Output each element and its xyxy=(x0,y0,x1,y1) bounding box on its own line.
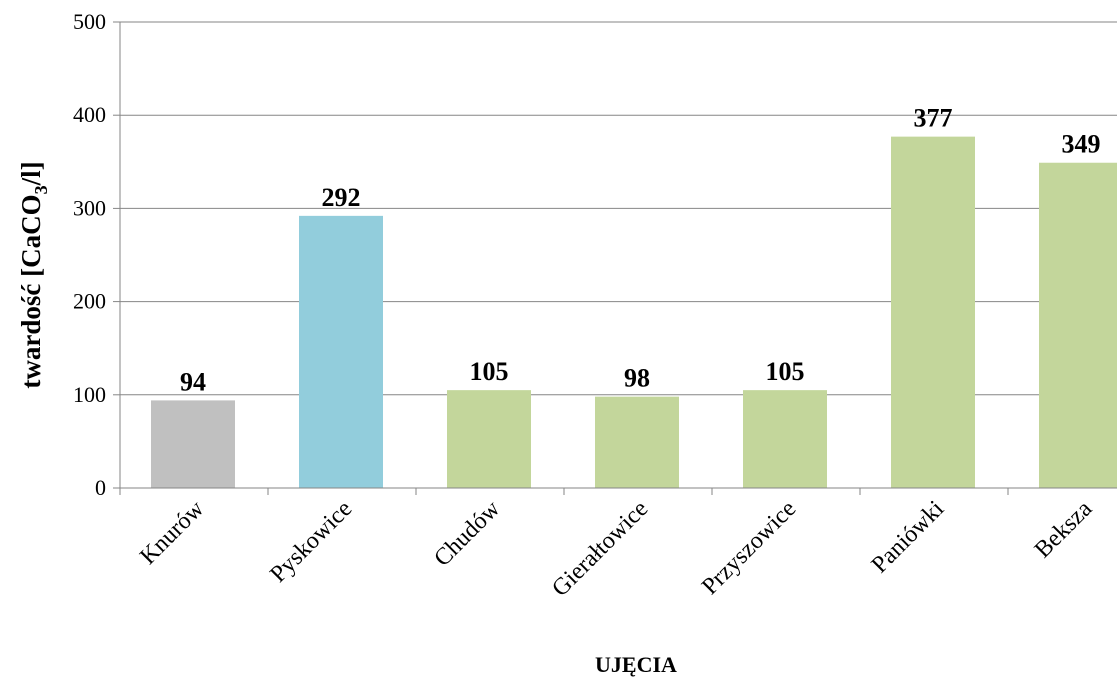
data-label: 98 xyxy=(624,364,650,393)
data-label: 94 xyxy=(180,367,206,396)
x-tick-labels: Knurów Pyskowice Chudów Gierałtowice Przyszo… xyxy=(135,495,1097,601)
bar xyxy=(447,390,531,488)
y-tick-label: 100 xyxy=(73,382,106,407)
x-tick-label: Knurów xyxy=(135,495,209,569)
y-tick-labels: 0 100 200 300 400 500 xyxy=(73,9,106,500)
x-tick-label: Paniówki xyxy=(867,496,950,579)
bar xyxy=(743,390,827,488)
y-tick-label: 300 xyxy=(73,195,106,220)
y-axis-title: twardość [CaCO3/l] xyxy=(16,161,51,388)
y-tick-label: 400 xyxy=(73,102,106,127)
data-label: 349 xyxy=(1062,130,1101,159)
data-label: 377 xyxy=(914,104,953,133)
bar xyxy=(1039,162,1117,488)
bar xyxy=(299,215,383,488)
x-tick-label: Gierałtowice xyxy=(547,496,653,602)
y-tick-label: 200 xyxy=(73,289,106,314)
bar xyxy=(151,400,235,488)
axes xyxy=(119,22,1117,495)
data-labels: 94 292 105 98 105 377 349 xyxy=(180,104,1101,397)
bars xyxy=(151,136,1117,489)
x-tick-label: Pyskowice xyxy=(265,496,357,588)
x-axis-title: UJĘCIA xyxy=(595,652,677,677)
x-tick-label: Beksza xyxy=(1030,496,1098,564)
data-label: 292 xyxy=(322,183,361,212)
x-tick-label: Chudów xyxy=(429,495,505,571)
bar xyxy=(891,136,975,489)
y-tick-label: 500 xyxy=(73,9,106,34)
y-tick-label: 0 xyxy=(95,475,106,500)
data-label: 105 xyxy=(766,357,805,386)
data-label: 105 xyxy=(470,357,509,386)
bar xyxy=(595,396,679,488)
x-tick-label: Przyszowice xyxy=(697,496,801,600)
